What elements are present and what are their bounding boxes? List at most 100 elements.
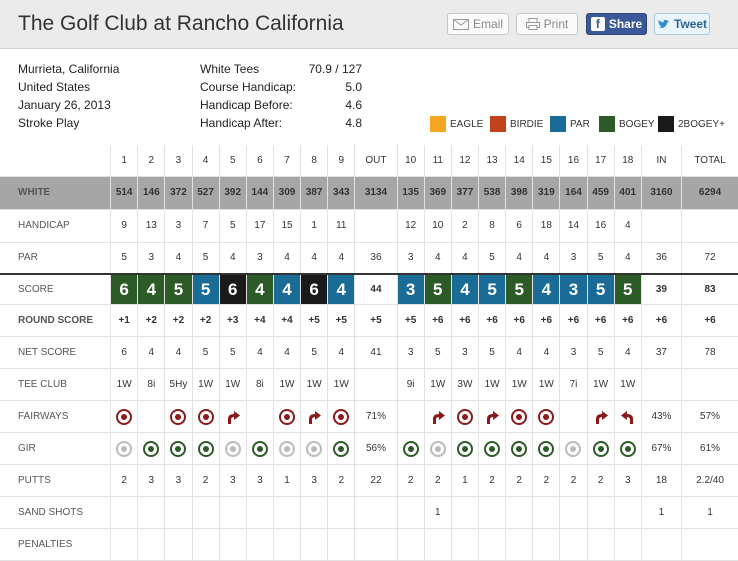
email-button[interactable]: Email — [447, 13, 509, 35]
penalties-cell — [164, 528, 193, 561]
sand-cell — [246, 496, 274, 529]
handicap-cell: 17 — [246, 209, 274, 243]
fairways-cell — [219, 400, 247, 433]
score-bogey: 6 — [111, 275, 137, 304]
score-par: 3 — [397, 275, 424, 304]
white-cell: 6294 — [681, 176, 738, 210]
fairway-miss-right-icon — [309, 410, 322, 424]
eagle-swatch — [430, 116, 446, 132]
putts-cell: 1 — [273, 464, 302, 497]
putts-cell: 1 — [451, 464, 480, 497]
hole-header: 7 — [273, 145, 302, 177]
round-cell: +6 — [478, 304, 507, 337]
net-cell: 4 — [614, 336, 642, 369]
fairways-cell: 57% — [681, 400, 738, 433]
handicap-cell: 14 — [559, 209, 588, 243]
sand-label: SAND SHOTS — [0, 496, 112, 529]
putts-label: PUTTS — [0, 464, 112, 497]
tees-label: White Tees — [200, 62, 260, 76]
handicap-before-label: Handicap Before: — [200, 98, 293, 112]
gir-miss-icon — [565, 440, 582, 457]
gir-cell — [614, 432, 642, 465]
sand-cell — [397, 496, 425, 529]
round-date: January 26, 2013 — [18, 98, 111, 112]
penalties-cell — [614, 528, 642, 561]
gir-hit-icon — [456, 440, 473, 457]
tee-cell: 3W — [451, 368, 480, 401]
legend-double-bogey: 2BOGEY+ — [658, 116, 725, 132]
penalties-cell — [137, 528, 166, 561]
sand-cell — [137, 496, 166, 529]
white-cell: 164 — [559, 176, 588, 210]
fairways-cell — [327, 400, 356, 433]
sand-cell — [164, 496, 193, 529]
handicap-after-value: 4.8 — [345, 116, 362, 130]
penalties-label: PENALTIES — [0, 528, 112, 561]
tee-cell: 1W — [587, 368, 615, 401]
share-label: Share — [608, 17, 643, 31]
course-title: The Golf Club at Rancho California — [18, 12, 344, 35]
white-cell: 135 — [397, 176, 425, 210]
tee-cell: 9i — [397, 368, 425, 401]
net-cell: 5 — [192, 336, 220, 369]
score-cell: 4 — [451, 273, 480, 305]
fairway-miss-right-icon — [487, 410, 500, 424]
white-row: WHITE 514 146 372 527 392 144 309 387 343 3134 135 3… — [0, 176, 738, 210]
sand-cell — [505, 496, 534, 529]
score-par: 3 — [560, 275, 587, 304]
score-par: 4 — [328, 275, 354, 304]
fairways-cell — [273, 400, 302, 433]
putts-cell: 2 — [192, 464, 220, 497]
white-cell: 527 — [192, 176, 220, 210]
round-cell: +4 — [246, 304, 274, 337]
handicap-cell — [354, 209, 398, 243]
net-label: NET SCORE — [0, 336, 112, 369]
location-country: United States — [18, 80, 91, 94]
white-cell: 372 — [164, 176, 193, 210]
round-cell: +2 — [192, 304, 220, 337]
tee-cell — [681, 368, 738, 401]
penalties-cell — [110, 528, 139, 561]
putts-cell: 3 — [219, 464, 247, 497]
tweet-label: Tweet — [673, 17, 708, 31]
fairway-miss-right-icon — [432, 410, 445, 424]
par-cell: 36 — [354, 242, 398, 275]
round-cell: +5 — [354, 304, 398, 337]
net-cell: 5 — [478, 336, 507, 369]
tee-cell: 1W — [478, 368, 507, 401]
handicap-cell: 9 — [110, 209, 139, 243]
par-cell: 3 — [246, 242, 274, 275]
score-bogey: 5 — [165, 275, 192, 304]
gir-cell — [219, 432, 247, 465]
net-cell: 5 — [587, 336, 615, 369]
print-button[interactable]: Print — [516, 13, 578, 35]
handicap-cell: 18 — [532, 209, 561, 243]
score-double: 6 — [219, 275, 246, 304]
sand-cell — [110, 496, 139, 529]
legend-birdie: BIRDIE — [490, 116, 543, 132]
score-bogey: 5 — [424, 275, 451, 304]
gir-cell — [137, 432, 166, 465]
score-cell: 5 — [424, 273, 452, 305]
sand-cell — [451, 496, 480, 529]
score-cell: 5 — [505, 273, 534, 305]
tee-cell — [641, 368, 683, 401]
par-cell: 3 — [559, 242, 588, 275]
score-cell: 83 — [681, 273, 738, 305]
tee-cell: 1W — [424, 368, 452, 401]
net-cell: 4 — [532, 336, 561, 369]
facebook-share-button[interactable]: f Share — [586, 13, 647, 35]
fairways-cell — [451, 400, 480, 433]
score-cell: 4 — [137, 273, 166, 305]
putts-cell: 2 — [424, 464, 452, 497]
score-cell: 4 — [327, 273, 356, 305]
gir-hit-icon — [170, 440, 187, 457]
par-cell: 3 — [137, 242, 166, 275]
facebook-icon: f — [590, 17, 605, 31]
hole-header: 16 — [559, 145, 588, 177]
sand-cell — [614, 496, 642, 529]
round-cell: +5 — [327, 304, 356, 337]
tweet-button[interactable]: Tweet — [654, 13, 710, 35]
fairway-hit-icon — [116, 408, 133, 425]
hole-header: 1 — [110, 145, 139, 177]
